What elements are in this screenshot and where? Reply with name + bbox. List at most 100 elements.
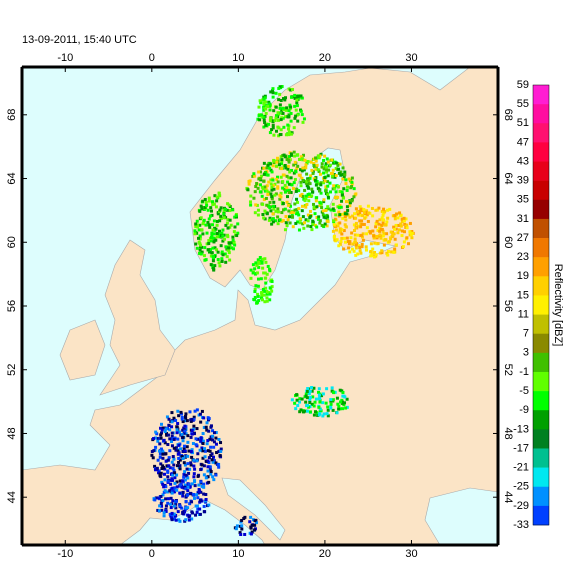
echo-pixel [182,475,186,479]
echo-pixel [268,267,272,271]
echo-pixel [181,420,185,424]
echo-pixel [166,501,170,505]
echo-pixel [212,268,216,272]
echo-pixel [381,218,385,222]
colorbar-box [533,85,549,105]
echo-pixel [209,214,213,218]
echo-pixel [251,263,255,267]
echo-pixel [386,216,390,220]
echo-pixel [331,398,335,402]
echo-pixel [318,407,322,411]
echo-pixel [195,408,199,412]
echo-pixel [309,174,313,178]
echo-pixel [324,168,328,172]
echo-pixel [303,204,307,208]
echo-pixel [343,170,347,174]
echo-pixel [165,464,169,468]
echo-pixel [235,234,239,238]
echo-pixel [236,222,240,226]
echo-pixel [209,206,213,210]
echo-pixel [163,467,167,471]
echo-pixel [304,205,308,209]
echo-pixel [328,181,332,185]
colorbar-tick-label: 59 [517,79,529,91]
echo-pixel [341,394,345,398]
echo-pixel [201,222,205,226]
echo-pixel [211,455,215,459]
colorbar-box [533,276,549,296]
echo-pixel [279,99,283,103]
echo-pixel [345,397,349,401]
echo-pixel [215,195,219,199]
echo-pixel [213,228,217,232]
echo-pixel [202,218,206,222]
colorbar-box [533,218,549,239]
echo-pixel [342,174,346,178]
echo-pixel [202,492,206,496]
echo-pixel [320,394,324,398]
echo-pixel [314,183,318,187]
y-tick-label: 44 [6,491,18,503]
echo-pixel [263,94,267,98]
echo-pixel [266,192,270,196]
echo-pixel [168,428,172,432]
echo-pixel [350,199,354,203]
echo-pixel [336,185,340,189]
echo-pixel [182,472,186,476]
echo-pixel [354,226,358,230]
colorbar-tick-label: -13 [513,423,529,435]
echo-pixel [342,187,346,191]
echo-pixel [174,506,178,510]
echo-pixel [296,119,300,123]
echo-pixel [332,161,336,165]
echo-pixel [402,240,406,244]
colorbar-tick-label: -33 [513,519,529,531]
echo-pixel [312,202,316,206]
echo-pixel [166,426,170,430]
echo-pixel [274,105,278,109]
echo-pixel [211,200,215,204]
echo-pixel [301,215,305,219]
echo-pixel [337,206,341,210]
echo-pixel [215,248,219,252]
echo-pixel [308,400,312,404]
echo-pixel [186,462,190,466]
echo-pixel [365,226,369,230]
echo-pixel [283,190,287,194]
echo-pixel [226,248,230,252]
echo-pixel [324,162,328,166]
echo-pixel [399,222,403,226]
colorbar-tick-label: 27 [517,232,529,244]
colorbar-box [533,333,549,354]
x-tick-label: 10 [232,548,244,560]
echo-pixel [299,180,303,184]
echo-pixel [345,200,349,204]
echo-pixel [225,255,229,259]
y-tick-label: 52 [502,364,514,376]
echo-pixel [295,101,299,105]
colorbar-box [533,123,549,143]
echo-pixel [350,247,354,251]
echo-pixel [329,208,333,212]
echo-pixel [170,411,174,415]
echo-pixel [325,165,329,169]
colorbar-tick-label: 31 [517,213,529,225]
echo-pixel [206,439,210,443]
echo-pixel [154,445,158,449]
echo-pixel [356,252,360,256]
echo-pixel [249,203,253,207]
echo-pixel [327,168,331,172]
echo-pixel [171,478,175,482]
echo-pixel [198,251,202,255]
echo-pixel [228,258,232,262]
echo-pixel [397,223,401,227]
echo-pixel [345,405,349,409]
echo-pixel [326,220,330,224]
echo-pixel [253,174,257,178]
echo-pixel [304,166,308,170]
echo-pixel [204,476,208,480]
echo-pixel [197,490,201,494]
echo-pixel [400,217,404,221]
echo-pixel [181,457,185,461]
